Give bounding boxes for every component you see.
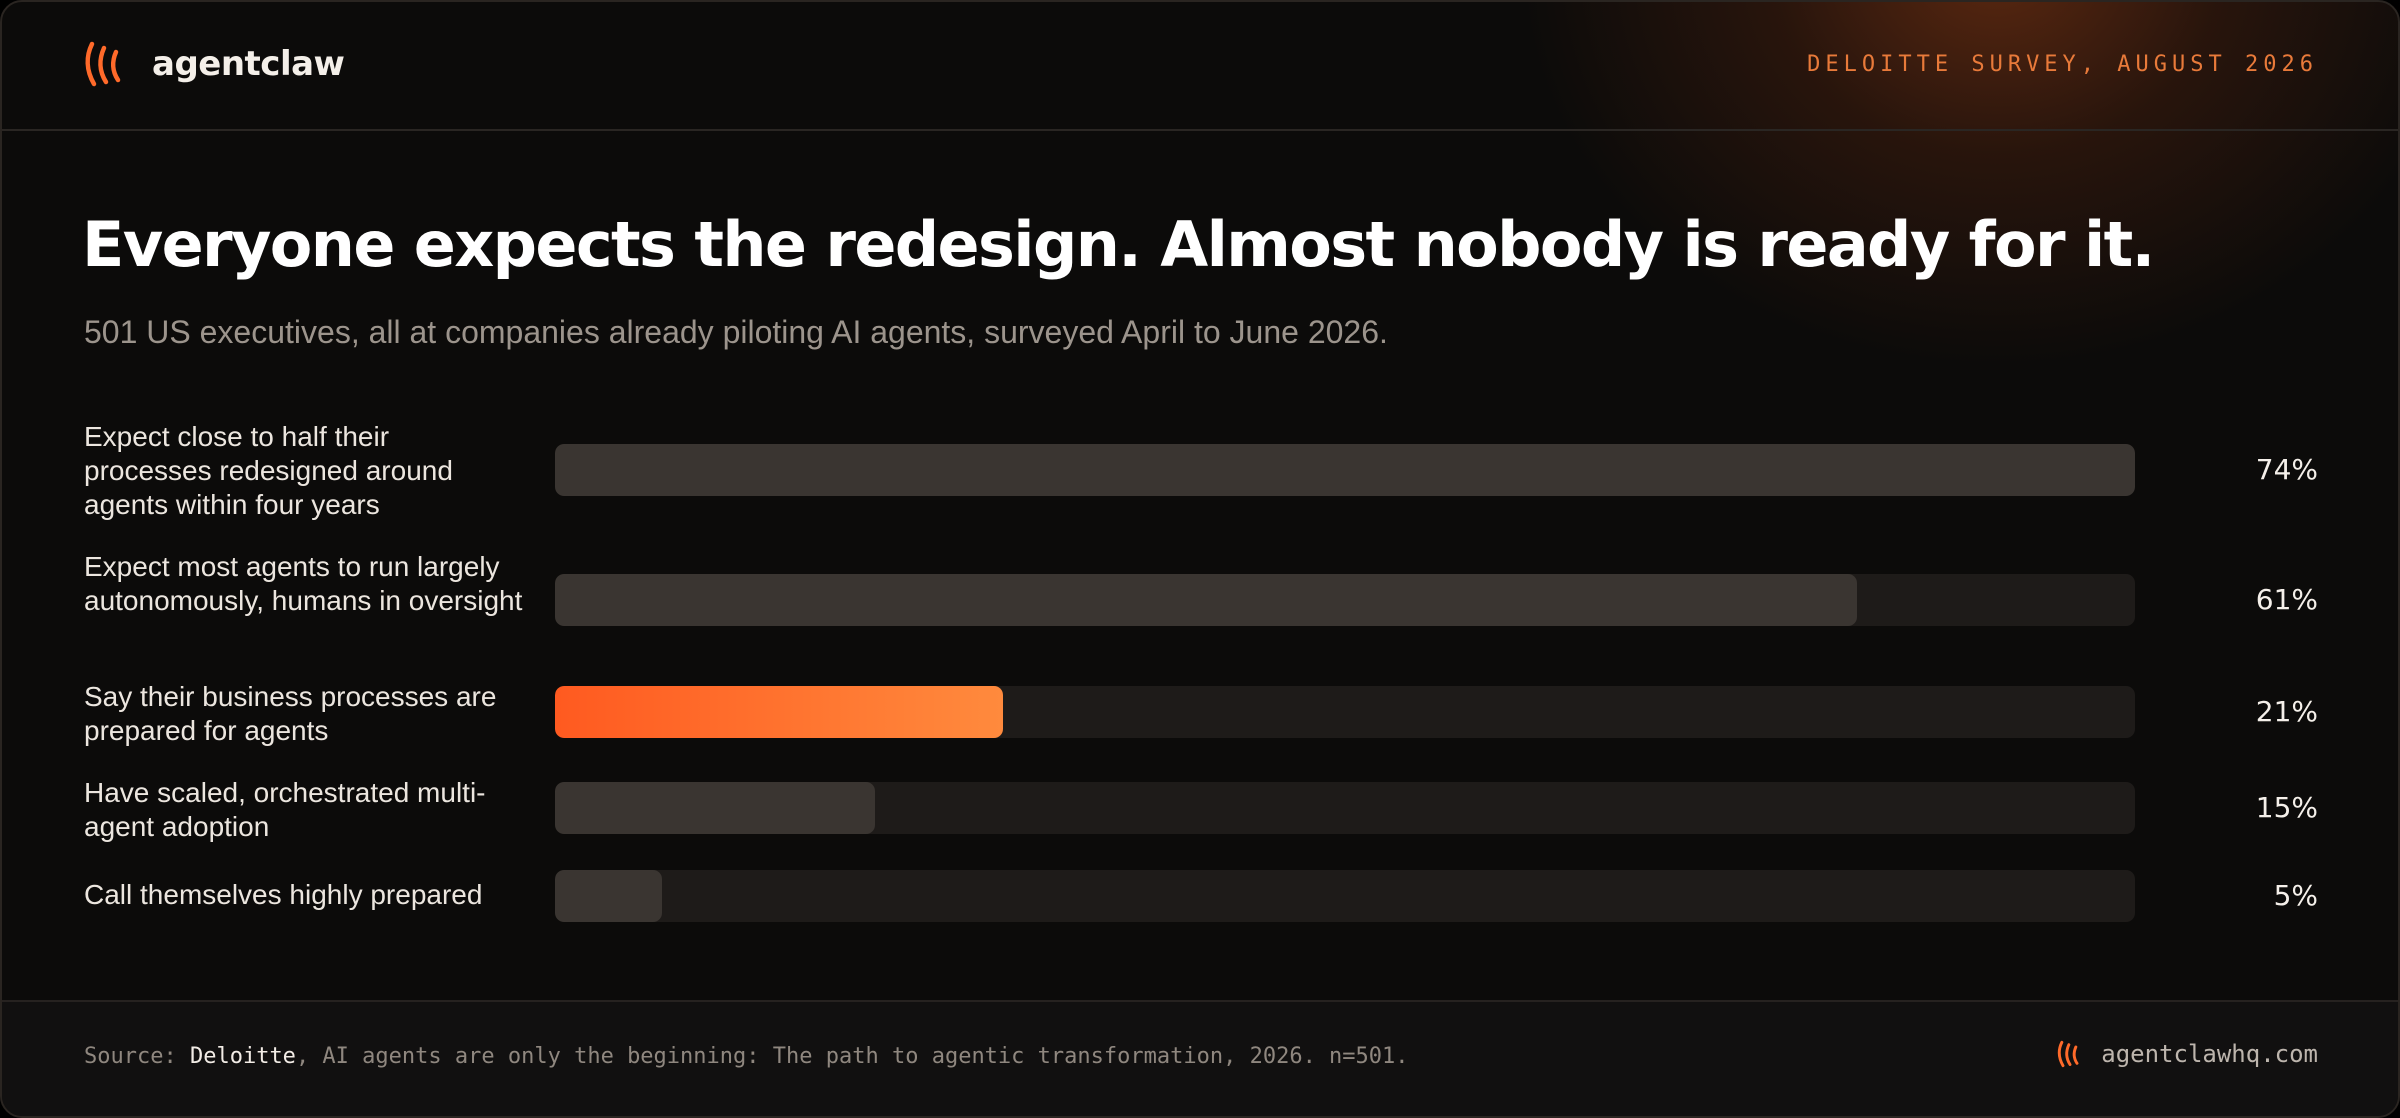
bar-track — [555, 574, 2135, 626]
brand-name: agentclaw — [152, 44, 345, 84]
claw-marks-icon — [85, 41, 121, 87]
bar-label: Expect close to half their processes red… — [84, 421, 453, 520]
source-citation: , AI agents are only the beginning: The … — [295, 1044, 1409, 1069]
bar-label: Expect most agents to run largely autono… — [84, 551, 523, 616]
bar-row: Call themselves highly prepared 5% — [2, 870, 2398, 922]
bar-row: Have scaled, orchestrated multi-agent ad… — [2, 776, 2398, 846]
headline: Everyone expects the redesign. Almost no… — [82, 208, 2155, 281]
bar — [555, 574, 1858, 626]
bar-row: Expect most agents to run largely autono… — [2, 550, 2398, 650]
source-prefix: Source: — [84, 1044, 190, 1069]
bar-value-label: 61% — [2255, 583, 2318, 616]
source-note: Source: Deloitte, AI agents are only the… — [84, 1044, 1409, 1069]
bar — [555, 444, 2135, 496]
bar-row: Say their business processes are prepare… — [2, 680, 2398, 750]
bar — [555, 782, 876, 834]
subtitle: 501 US executives, all at companies alre… — [84, 314, 1388, 350]
header-bar: agentclaw DELOITTE SURVEY, AUGUST 2026 — [2, 2, 2398, 131]
bar-label: Have scaled, orchestrated multi-agent ad… — [84, 777, 486, 842]
footer-url: agentclawhq.com — [2101, 1040, 2318, 1068]
bar-value-label: 74% — [2255, 453, 2318, 486]
bar — [555, 686, 1004, 738]
bar-value-label: 5% — [2273, 879, 2318, 912]
bar-track — [555, 782, 2135, 834]
bar-row: Expect close to half their processes red… — [2, 420, 2398, 520]
brand[interactable]: agentclaw — [84, 40, 345, 88]
bar-track — [555, 444, 2135, 496]
survey-kicker: DELOITTE SURVEY, AUGUST 2026 — [1807, 52, 2318, 77]
bar-track — [555, 686, 2135, 738]
source-organization: Deloitte — [189, 1044, 296, 1069]
bar-track — [555, 870, 2135, 922]
footer: Source: Deloitte, AI agents are only the… — [2, 1000, 2398, 1116]
claw-marks-icon — [2058, 1040, 2079, 1068]
bar-label: Say their business processes are prepare… — [84, 681, 497, 746]
bar-label: Call themselves highly prepared — [84, 879, 483, 910]
bar-value-label: 21% — [2255, 695, 2318, 728]
footer-brand-link[interactable]: agentclawhq.com — [2057, 1040, 2318, 1068]
bar — [555, 870, 662, 922]
bar-value-label: 15% — [2255, 791, 2318, 824]
